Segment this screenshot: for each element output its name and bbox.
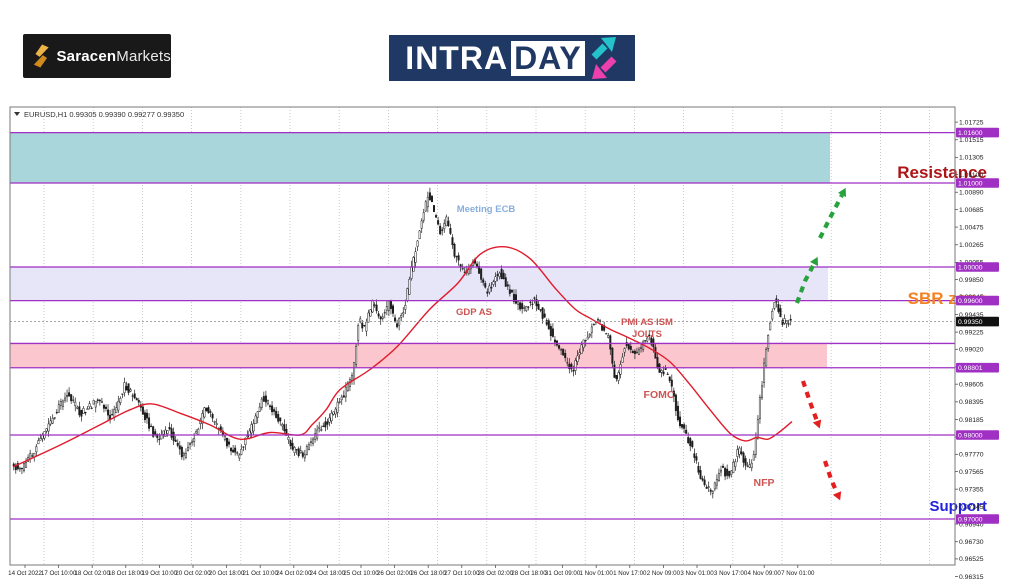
- svg-text:20 Oct 18:00: 20 Oct 18:00: [209, 570, 245, 577]
- svg-text:28 Oct 18:00: 28 Oct 18:00: [511, 570, 547, 577]
- sbr-zone: [10, 267, 828, 301]
- svg-text:0.99020: 0.99020: [959, 347, 984, 354]
- annotation-support: Support: [930, 498, 988, 515]
- svg-text:0.99225: 0.99225: [959, 329, 984, 336]
- saracen-s-icon: [33, 44, 49, 68]
- intraday-day-box: DAY: [511, 40, 585, 76]
- svg-text:19 Oct 10:00: 19 Oct 10:00: [142, 570, 178, 577]
- svg-text:24 Oct 18:00: 24 Oct 18:00: [310, 570, 346, 577]
- svg-text:1.01100: 1.01100: [959, 172, 983, 179]
- svg-text:0.97355: 0.97355: [959, 486, 984, 493]
- intraday-arrows-icon: [591, 37, 617, 79]
- svg-text:1.01600: 1.01600: [958, 130, 983, 137]
- price-zones: [10, 132, 830, 368]
- svg-text:1.00475: 1.00475: [959, 224, 984, 231]
- svg-text:0.99435: 0.99435: [959, 312, 984, 319]
- annotation-meeting-ecb: Meeting ECB: [457, 204, 516, 215]
- svg-text:20 Oct 02:00: 20 Oct 02:00: [175, 570, 211, 577]
- svg-text:0.97145: 0.97145: [959, 504, 984, 511]
- svg-text:0.97000: 0.97000: [958, 516, 983, 523]
- svg-text:24 Oct 02:00: 24 Oct 02:00: [276, 570, 312, 577]
- annotation-gdp-as: GDP AS: [456, 307, 492, 318]
- svg-text:1 Nov 01:00: 1 Nov 01:00: [580, 570, 614, 577]
- svg-text:2 Nov 09:00: 2 Nov 09:00: [647, 570, 681, 577]
- arrow-2: [801, 380, 819, 422]
- intraday-logo: INTRA DAY: [389, 35, 635, 81]
- svg-text:0.98605: 0.98605: [959, 381, 984, 388]
- svg-text:1.01515: 1.01515: [959, 137, 984, 144]
- svg-text:0.99850: 0.99850: [959, 277, 984, 284]
- arrow-0: [795, 263, 816, 304]
- symbol-ohlc-title: EURUSD,H1 0.99305 0.99390 0.99277 0.9935…: [24, 110, 184, 119]
- svg-text:0.96525: 0.96525: [959, 556, 984, 563]
- symbol-dropdown-icon[interactable]: [14, 112, 20, 116]
- svg-text:1.00000: 1.00000: [958, 264, 983, 271]
- flip-zone: [10, 343, 827, 368]
- svg-text:1 Nov 17:00: 1 Nov 17:00: [613, 570, 647, 577]
- candles: [12, 187, 792, 499]
- current-price-badge: [956, 316, 999, 327]
- annotation-nfp: NFP: [754, 477, 775, 489]
- svg-text:1.01725: 1.01725: [959, 119, 984, 126]
- svg-text:0.98185: 0.98185: [959, 417, 984, 424]
- saracen-markets-logo: SaracenMarkets: [23, 34, 171, 78]
- annotation-fomc: FOMC: [644, 389, 675, 401]
- price-level-badges: 1.01600 1.01000 1.00000 0.99600 0.98801 0.980…: [956, 127, 999, 524]
- svg-text:1.00890: 1.00890: [959, 190, 984, 197]
- svg-text:26 Oct 02:00: 26 Oct 02:00: [377, 570, 413, 577]
- svg-text:18 Oct 02:00: 18 Oct 02:00: [74, 570, 110, 577]
- svg-text:18 Oct 18:00: 18 Oct 18:00: [108, 570, 144, 577]
- svg-text:21 Oct 10:00: 21 Oct 10:00: [242, 570, 278, 577]
- svg-text:0.98801: 0.98801: [958, 365, 983, 372]
- svg-text:1.01000: 1.01000: [958, 180, 983, 187]
- svg-text:0.96940: 0.96940: [959, 521, 984, 528]
- svg-text:0.97770: 0.97770: [959, 452, 984, 459]
- svg-text:27 Oct 10:00: 27 Oct 10:00: [444, 570, 480, 577]
- svg-text:17 Oct 10:00: 17 Oct 10:00: [41, 570, 77, 577]
- svg-text:14 Oct 2022: 14 Oct 2022: [8, 570, 42, 577]
- svg-text:3 Nov 01:00: 3 Nov 01:00: [680, 570, 714, 577]
- svg-text:1.00265: 1.00265: [959, 242, 984, 249]
- plot-frame: [9, 106, 956, 566]
- moving-average-line: [12, 245, 793, 468]
- svg-text:0.99600: 0.99600: [958, 298, 983, 305]
- svg-text:0.98395: 0.98395: [959, 399, 984, 406]
- svg-text:1.00685: 1.00685: [959, 207, 984, 214]
- saracen-logo-text: SaracenMarkets: [56, 47, 171, 65]
- resistance-zone: [10, 132, 830, 183]
- svg-text:0.96315: 0.96315: [959, 574, 984, 581]
- arrow-1: [818, 194, 844, 239]
- svg-text:0.97565: 0.97565: [959, 469, 984, 476]
- svg-text:28 Oct 02:00: 28 Oct 02:00: [478, 570, 514, 577]
- svg-text:0.99350: 0.99350: [958, 319, 983, 326]
- trend-arrows: [795, 187, 846, 501]
- annotation-pmi-as-ism: PMI AS ISM: [621, 317, 673, 328]
- svg-text:3 Nov 17:00: 3 Nov 17:00: [714, 570, 748, 577]
- intraday-logo-text: INTRA: [405, 40, 509, 76]
- symbol-title: EURUSD,H1 0.99305 0.99390 0.99277 0.9935…: [14, 110, 184, 119]
- svg-text:7 Nov 01:00: 7 Nov 01:00: [781, 570, 815, 577]
- annotation-resistance: Resistance: [897, 163, 987, 182]
- svg-text:0.98000: 0.98000: [958, 432, 983, 439]
- grid-lines: [43, 107, 930, 565]
- annotation-jolts: JOLTS: [632, 329, 662, 340]
- svg-text:25 Oct 10:00: 25 Oct 10:00: [343, 570, 379, 577]
- svg-text:31 Oct 09:00: 31 Oct 09:00: [545, 570, 581, 577]
- svg-text:0.96730: 0.96730: [959, 539, 984, 546]
- svg-text:4 Nov 09:00: 4 Nov 09:00: [748, 570, 782, 577]
- svg-text:1.01305: 1.01305: [959, 155, 984, 162]
- svg-text:26 Oct 18:00: 26 Oct 18:00: [410, 570, 446, 577]
